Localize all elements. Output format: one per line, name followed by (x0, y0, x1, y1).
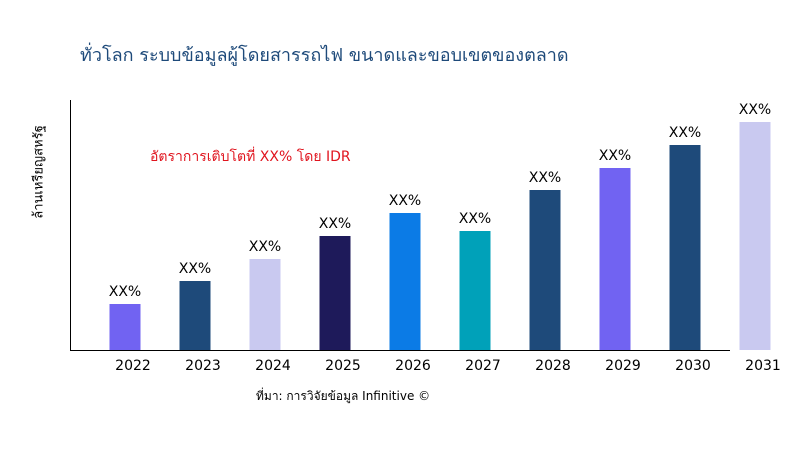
bar-2028 (529, 190, 561, 350)
bar-2022 (109, 304, 141, 350)
x-tick-label-2026: 2026 (395, 358, 431, 374)
data-label-2028: XX% (529, 170, 561, 186)
bar-2031 (739, 122, 771, 350)
chart-title: ทั่วโลก ระบบข้อมูลผู้โดยสารรถไฟ ขนาดและข… (80, 45, 569, 66)
data-label-2024: XX% (249, 239, 281, 255)
data-label-2022: XX% (109, 284, 141, 300)
x-tick-label-2027: 2027 (465, 358, 501, 374)
data-label-2026: XX% (389, 193, 421, 209)
bar-2027 (459, 231, 491, 350)
x-tick-label-2030: 2030 (675, 358, 711, 374)
x-tick-label-2029: 2029 (605, 358, 641, 374)
bar-2023 (179, 281, 211, 350)
data-label-2030: XX% (669, 125, 701, 141)
source-note: ที่มา: การวิจัยข้อมูล Infinitive © (256, 389, 431, 403)
bar-2030 (669, 145, 701, 350)
x-tick-label-2028: 2028 (535, 358, 571, 374)
growth-annotation: อัตราการเติบโตที่ XX% โดย IDR (150, 149, 351, 165)
data-label-2025: XX% (319, 216, 351, 232)
x-tick-label-2024: 2024 (255, 358, 291, 374)
bar-2024 (249, 259, 281, 350)
bar-2029 (599, 168, 631, 350)
x-tick-label-2031: 2031 (745, 358, 781, 374)
x-tick-label-2025: 2025 (325, 358, 361, 374)
bar-2026 (389, 213, 421, 350)
x-tick-label-2023: 2023 (185, 358, 221, 374)
data-label-2031: XX% (739, 102, 771, 118)
x-tick-label-2022: 2022 (115, 358, 151, 374)
data-label-2027: XX% (459, 211, 491, 227)
bar-2025 (319, 236, 351, 350)
data-label-2029: XX% (599, 148, 631, 164)
data-label-2023: XX% (179, 261, 211, 277)
